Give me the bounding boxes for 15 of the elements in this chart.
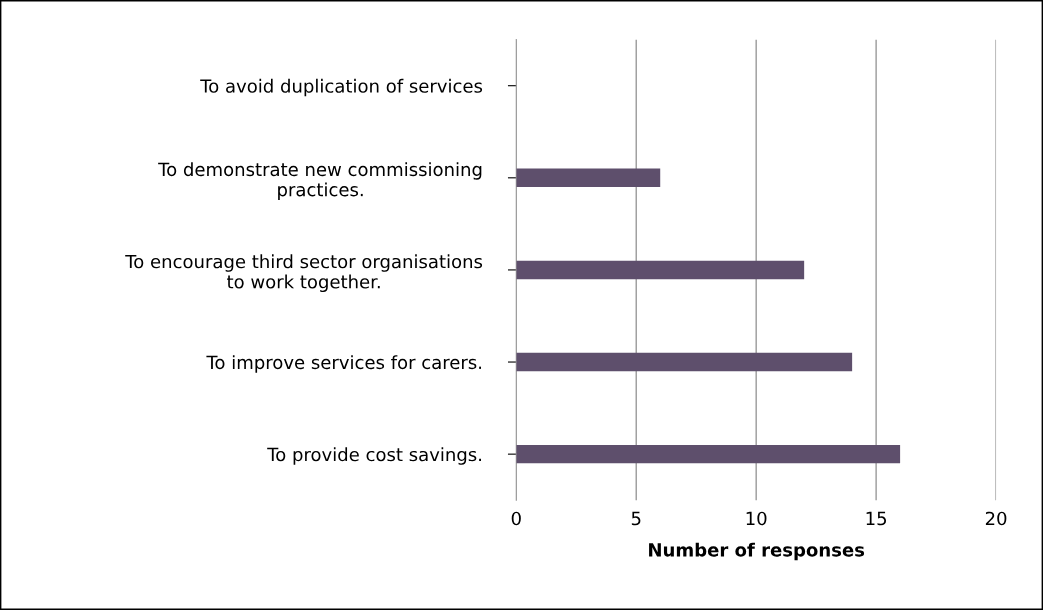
- y-tick-label: To demonstrate new commissioning practices.: [158, 162, 482, 200]
- bar: [516, 444, 901, 464]
- y-tick-label: To encourage third sector organisations to work together.: [125, 254, 483, 293]
- y-tick-label: To provide cost savings.: [267, 447, 481, 465]
- x-tick-label: 5: [631, 511, 641, 526]
- x-tick-label: 15: [866, 511, 887, 526]
- y-tick-label: To avoid duplication of services: [200, 78, 483, 97]
- bar: [516, 168, 661, 188]
- x-tick-label: 20: [985, 511, 1007, 526]
- bar: [516, 352, 853, 372]
- x-tick-label: 0: [511, 511, 521, 526]
- x-axis-title: Number of responses: [649, 542, 865, 561]
- y-tick-label: To improve services for carers.: [206, 355, 481, 373]
- x-tick-label: 10: [746, 511, 767, 526]
- bar: [516, 260, 805, 280]
